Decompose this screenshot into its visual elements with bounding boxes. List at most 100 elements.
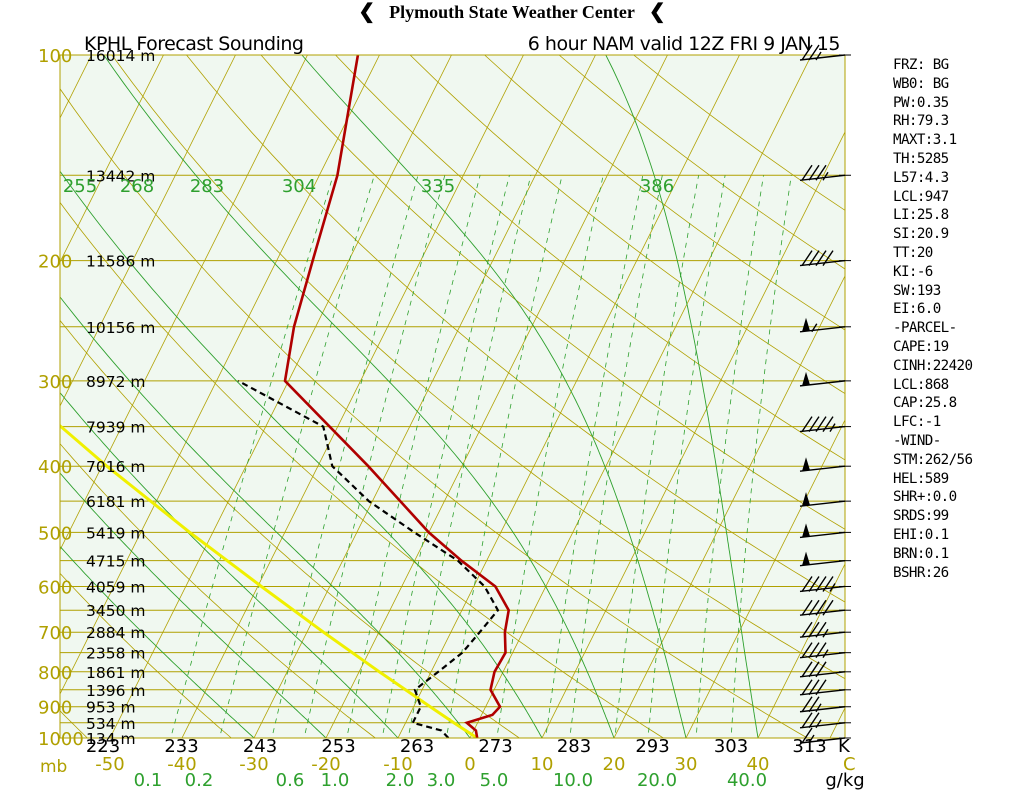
theta-e-label: 283 [557,736,591,757]
moist-adiabat-line [60,472,327,738]
mixing-ratio-label: 0.1 [134,770,163,791]
wind-barb [799,250,851,267]
stability-index-item: CAP:25.8 [893,395,957,412]
pressure-tick-label: 500 [38,523,72,544]
dry-adiabat-line [60,201,665,738]
wind-barb [799,661,851,678]
isotherm-line [613,275,845,738]
height-label: 953 m [86,699,136,717]
stability-index-item: HEL:589 [893,470,949,487]
pressure-tick-label: 1000 [38,729,84,750]
height-label: 3450 m [86,602,145,620]
isotherm-line [469,55,812,738]
pressure-tick-label: 600 [38,577,72,598]
height-label: 16014 m [86,47,155,65]
mixing-ratio-label: 20.0 [637,770,677,791]
stability-index-item: LI:25.8 [893,207,949,224]
mixing-ratio-line [647,175,726,738]
height-label: 1396 m [86,682,145,700]
height-label: 10156 m [86,319,155,337]
wind-flag-icon: ❮ [648,1,666,23]
temperature-tick-label: 30 [675,754,698,775]
wind-flag-icon: ❮ [358,1,376,23]
theta-e-label: 233 [164,736,198,757]
stability-index-item: SRDS:99 [893,508,949,525]
dry-adiabat-line [60,319,520,738]
wind-barb [799,317,851,333]
dry-adiabat-line [335,55,845,461]
isotherm-line [397,55,740,738]
height-label: 5419 m [86,524,145,542]
wind-barb [799,44,851,61]
mixing-ratio-line [303,175,446,738]
wind-barbs [799,44,851,744]
temperature-tick-label: -30 [239,754,268,775]
page-header: ❮ Plymouth State Weather Center ❮ [0,0,1024,26]
stability-index-item: LCL:868 [893,376,949,393]
stability-index-item: MAXT:3.1 [893,132,957,149]
wind-barb [799,696,851,713]
height-label: 13442 m [86,167,155,185]
wind-barb [799,523,851,539]
dry-adiabat-line [60,88,809,738]
pressure-tick-label: 300 [38,372,72,393]
wind-barb [799,457,851,472]
temperature-tick-label: -10 [383,754,412,775]
plot-background [60,55,845,738]
stability-index-item: LFC:-1 [893,414,941,431]
theta-e-label: 263 [400,736,434,757]
stability-index-item: EI:6.0 [893,301,941,318]
height-label: 1861 m [86,664,145,682]
moist-adiabat-line [60,545,255,738]
theta-e-label: 293 [635,736,669,757]
temperature-profile-line [283,55,511,738]
pressure-tick-label: 400 [38,457,72,478]
pressure-tick-label: 800 [38,663,72,684]
temperature-tick-label: 10 [531,754,554,775]
theta-e-label: 313 [792,736,826,757]
stability-index-item: BSHR:26 [893,564,949,581]
moist-adiabat-line [103,55,615,738]
stability-index-item: -WIND- [893,432,941,449]
stability-index-item: TT:20 [893,244,933,261]
moist-adiabat-line [60,296,471,738]
moist-adiabat-line [60,170,543,738]
height-label: 4059 m [86,578,145,596]
mixing-ratio-line [730,175,792,738]
stability-index-item: L57:4.3 [893,169,949,186]
isotherm-line [60,55,236,407]
height-label: 7939 m [86,419,145,437]
moist-adiabat-line [605,55,759,738]
isotherm-line [541,131,845,738]
mixing-ratio-line [695,175,764,738]
theta-label: 283 [190,176,224,197]
grid-lines [60,55,845,738]
sounding-profiles [60,55,511,738]
isotherm-line [60,55,380,695]
isotherm-line [325,55,668,738]
moist-adiabat-line [301,55,687,738]
stability-index-item: LCL:947 [893,188,949,205]
temperature-tick-label: 0 [464,754,475,775]
plot-title-right: 6 hour NAM valid 12Z FRI 9 JAN 15 [528,33,840,55]
theta-label: 268 [120,176,154,197]
height-label: 11586 m [86,253,155,271]
pressure-tick-label: 100 [38,46,72,67]
stability-index-item: KI:-6 [893,263,933,280]
temperature-tick-label: -40 [167,754,196,775]
theta-e-label: 223 [86,736,120,757]
theta-label: 255 [63,176,97,197]
wind-barb [799,679,851,696]
isotherm-line [60,55,164,263]
wind-barb [799,551,851,567]
temperature-tick-label: 20 [603,754,626,775]
mixing-ratio-line [346,175,481,738]
dry-adiabat-line [60,443,376,738]
stability-index-item: WB0: BG [893,75,949,92]
plot-border [59,54,846,739]
pressure-tick-label: 200 [38,252,72,273]
dry-adiabat-line [186,55,845,603]
height-label: 7016 m [86,458,145,476]
temperature-tick-label: -50 [95,754,124,775]
